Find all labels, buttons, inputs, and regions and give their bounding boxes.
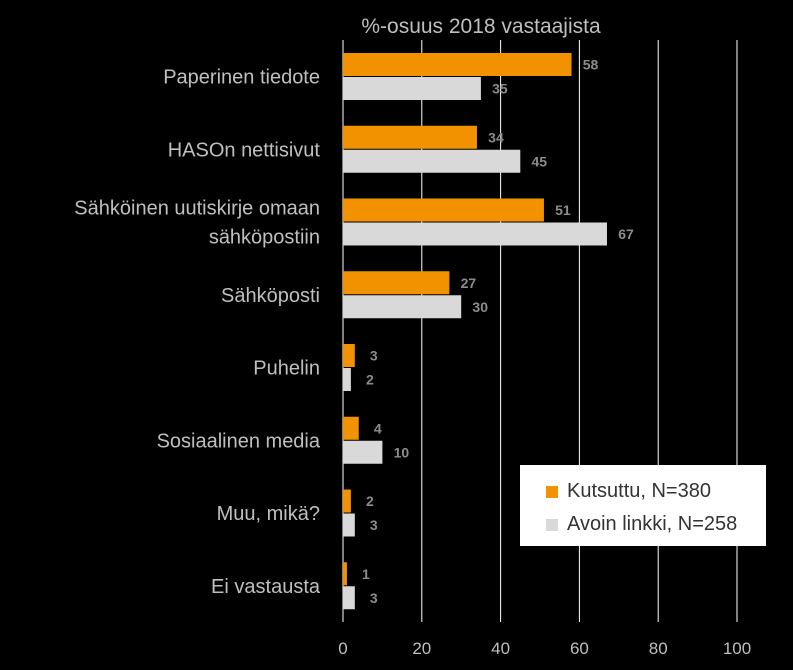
category-label: Puhelin: [253, 358, 320, 380]
bar-avoin-linkki: [343, 149, 521, 173]
data-label: 3: [370, 590, 378, 606]
data-label: 1: [362, 566, 370, 582]
x-tick-label: 0: [338, 639, 347, 658]
chart-title: %-osuus 2018 vastaajista: [361, 15, 601, 38]
legend-item: Kutsuttu, N=380: [546, 477, 766, 506]
category-label: Paperinen tiedote: [163, 67, 320, 89]
bar-kutsuttu: [343, 344, 355, 367]
bar-avoin-linkki: [343, 513, 355, 537]
category-label: Sosiaalinen media: [157, 430, 321, 452]
x-tick-label: 80: [649, 639, 668, 658]
legend-swatch-avoin-linkki: [546, 518, 558, 531]
bar-kutsuttu: [343, 489, 351, 513]
data-label: 3: [370, 348, 378, 364]
bar-kutsuttu: [343, 125, 477, 149]
legend-label: Kutsuttu, N=380: [567, 480, 711, 502]
x-tick-label: 100: [723, 639, 751, 658]
data-label: 34: [488, 129, 504, 145]
bar-avoin-linkki: [343, 295, 462, 319]
bar-kutsuttu: [343, 416, 359, 440]
bar-kutsuttu: [343, 271, 450, 295]
bar-avoin-linkki: [343, 77, 481, 100]
data-label: 67: [618, 226, 634, 242]
x-tick-label: 60: [570, 639, 589, 658]
bar-kutsuttu: [343, 53, 572, 76]
bar-kutsuttu: [343, 562, 347, 586]
category-label: Ei vastausta: [211, 576, 321, 598]
x-tick-label: 40: [491, 639, 510, 658]
data-label: 45: [532, 153, 548, 169]
bar-avoin-linkki: [343, 368, 351, 391]
legend-label: Avoin linkki, N=258: [567, 513, 738, 535]
category-label: Muu, mikä?: [217, 503, 320, 525]
data-label: 10: [394, 444, 410, 460]
data-label: 3: [370, 517, 378, 533]
category-label: HASOn nettisivut: [168, 139, 321, 161]
data-label: 30: [472, 299, 488, 315]
bar-kutsuttu: [343, 198, 544, 222]
data-label: 27: [461, 275, 477, 291]
category-label: Sähköposti: [221, 285, 320, 307]
data-label: 4: [374, 420, 382, 436]
bar-avoin-linkki: [343, 586, 355, 610]
legend: Kutsuttu, N=380 Avoin linkki, N=258: [520, 465, 766, 546]
data-label: 2: [366, 493, 374, 509]
data-label: 51: [555, 202, 571, 218]
data-label: 35: [492, 81, 508, 97]
bar-avoin-linkki: [343, 440, 383, 464]
category-label: Sähköinen uutiskirje omaan sähköpostiin: [74, 198, 320, 249]
x-tick-label: 20: [412, 639, 431, 658]
data-label: 2: [366, 372, 374, 388]
legend-item: Avoin linkki, N=258: [546, 510, 766, 539]
bar-avoin-linkki: [343, 222, 607, 246]
legend-swatch-kutsuttu: [546, 485, 558, 498]
data-label: 58: [583, 57, 599, 73]
